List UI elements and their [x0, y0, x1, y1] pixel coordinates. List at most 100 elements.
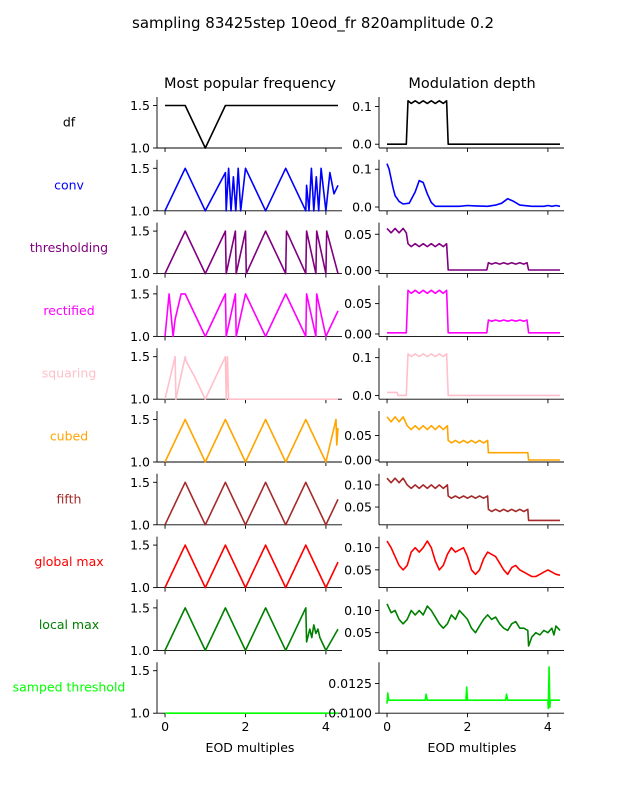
y-tick-label: 1.5: [130, 349, 150, 364]
series-line-rectified: [387, 289, 560, 334]
panel-fifth-modulation: 0.05 0.10: [344, 473, 564, 529]
series-line-cubed: [164, 418, 339, 463]
panel-samped-threshold-frequency: 1.0 1.5 0 2 4: [130, 662, 342, 734]
y-tick-label: 0.05: [344, 428, 372, 443]
row-label-squaring: squaring: [42, 366, 97, 381]
y-tick-label: 1.5: [130, 600, 150, 615]
row-label-thresholding: thresholding: [30, 240, 108, 255]
y-tick-label: 1.0: [130, 392, 150, 407]
series-line-conv: [386, 163, 561, 208]
series-line-thresholding: [164, 230, 339, 275]
panel-global-max-modulation: 0.05 0.10: [344, 536, 564, 592]
y-tick-label: 1.5: [130, 538, 150, 553]
series-line-local-max: [164, 607, 339, 652]
row-label-rectified: rectified: [43, 303, 94, 318]
series-line-local-max: [386, 603, 561, 647]
x-tick-label: 0: [383, 719, 391, 734]
panel-global-max-frequency: 1.0 1.5: [130, 536, 342, 595]
y-tick-label: 0.0: [352, 137, 372, 152]
y-tick-label: 1.5: [130, 98, 150, 113]
series-line-conv: [164, 167, 339, 212]
row-label-fifth: fifth: [57, 491, 82, 506]
y-tick-label: 0.05: [344, 500, 372, 515]
series-line-samped-threshold: [386, 666, 560, 710]
y-tick-label: 1.5: [130, 663, 150, 678]
xlabel-left: EOD multiples: [206, 740, 295, 755]
y-tick-label: 1.0: [130, 643, 150, 658]
panel-conv-modulation: 0.0 0.1: [352, 159, 564, 215]
series-line-global-max: [164, 544, 339, 589]
panel-cubed-frequency: 1.0 1.5: [130, 411, 342, 470]
panel-rectified-frequency: 1.0 1.5: [130, 285, 342, 344]
y-tick-label: 0.05: [344, 296, 372, 311]
y-tick-label: 1.5: [130, 412, 150, 427]
panel-rectified-modulation: 0.00 0.05: [344, 285, 564, 341]
y-tick-label: 0.1: [352, 99, 372, 114]
y-tick-label: 0.0: [352, 388, 372, 403]
series-line-cubed: [386, 416, 560, 461]
row-label-samped-threshold: samped threshold: [13, 680, 126, 695]
y-tick-label: 0.0125: [328, 676, 372, 691]
y-tick-label: 0.1: [352, 162, 372, 177]
row-label-global-max: global max: [34, 554, 103, 569]
row-label-cubed: cubed: [50, 429, 88, 444]
panel-thresholding-modulation: 0.00 0.05: [344, 222, 564, 278]
series-line-squaring: [164, 355, 338, 401]
panel-local-max-frequency: 1.0 1.5: [130, 599, 342, 658]
y-tick-label: 1.5: [130, 161, 150, 176]
panel-samped-threshold-modulation: 0.0100 0.0125 0 2 4: [328, 662, 564, 734]
row-label-df: df: [63, 115, 76, 130]
y-tick-label: 0.05: [344, 625, 372, 640]
y-tick-label: 0.10: [344, 540, 372, 555]
x-tick-label: 4: [322, 719, 330, 734]
row-label-conv: conv: [54, 177, 84, 192]
panels: df 1.0 1.5 0.0 0.1 conv 1.0 1.5 0.0 0.1 thresholdi…: [13, 97, 564, 734]
panel-squaring-modulation: 0.0 0.1: [352, 348, 564, 404]
x-tick-label: 4: [544, 719, 552, 734]
xlabel-right: EOD multiples: [428, 740, 517, 755]
x-tick-label: 2: [464, 719, 472, 734]
y-tick-label: 1.0: [130, 203, 150, 218]
panel-squaring-frequency: 1.0 1.5: [130, 348, 342, 407]
x-tick-label: 2: [242, 719, 250, 734]
series-line-thresholding: [386, 227, 560, 271]
series-line-fifth: [164, 481, 339, 526]
y-tick-label: 1.0: [130, 266, 150, 281]
panel-df-frequency: 1.0 1.5: [130, 97, 342, 156]
y-tick-label: 0.0100: [328, 706, 372, 721]
series-line-fifth: [386, 477, 560, 522]
y-tick-label: 0.00: [344, 453, 372, 468]
row-label-local-max: local max: [39, 617, 99, 632]
y-tick-label: 1.5: [130, 475, 150, 490]
y-tick-label: 0.05: [344, 562, 372, 577]
y-tick-label: 1.0: [130, 517, 150, 532]
series-line-rectified: [164, 293, 339, 338]
y-tick-label: 0.0: [352, 200, 372, 215]
series-line-df: [165, 104, 338, 149]
y-tick-label: 0.00: [344, 326, 372, 341]
panel-fifth-frequency: 1.0 1.5: [130, 473, 342, 532]
series-line-df: [387, 100, 560, 145]
series-line-global-max: [386, 540, 561, 578]
col-title-modulation: Modulation depth: [408, 76, 535, 92]
panel-thresholding-frequency: 1.0 1.5: [130, 222, 342, 281]
y-tick-label: 1.5: [130, 286, 150, 301]
panel-cubed-modulation: 0.00 0.05: [344, 411, 564, 468]
y-tick-label: 1.0: [130, 455, 150, 470]
y-tick-label: 0.10: [344, 603, 372, 618]
y-tick-label: 0.10: [344, 477, 372, 492]
series-line-squaring: [387, 353, 560, 397]
y-tick-label: 1.0: [130, 141, 150, 156]
panel-df-modulation: 0.0 0.1: [352, 97, 564, 152]
y-tick-label: 0.1: [352, 350, 372, 365]
y-tick-label: 1.0: [130, 580, 150, 595]
x-tick-label: 0: [161, 719, 169, 734]
y-tick-label: 1.5: [130, 224, 150, 239]
y-tick-label: 0.00: [344, 263, 372, 278]
y-tick-label: 1.0: [130, 706, 150, 721]
col-title-frequency: Most popular frequency: [164, 76, 336, 92]
y-tick-label: 1.0: [130, 329, 150, 344]
panel-conv-frequency: 1.0 1.5: [130, 159, 342, 218]
figure-suptitle: sampling 83425step 10eod_fr 820amplitude…: [132, 14, 494, 33]
